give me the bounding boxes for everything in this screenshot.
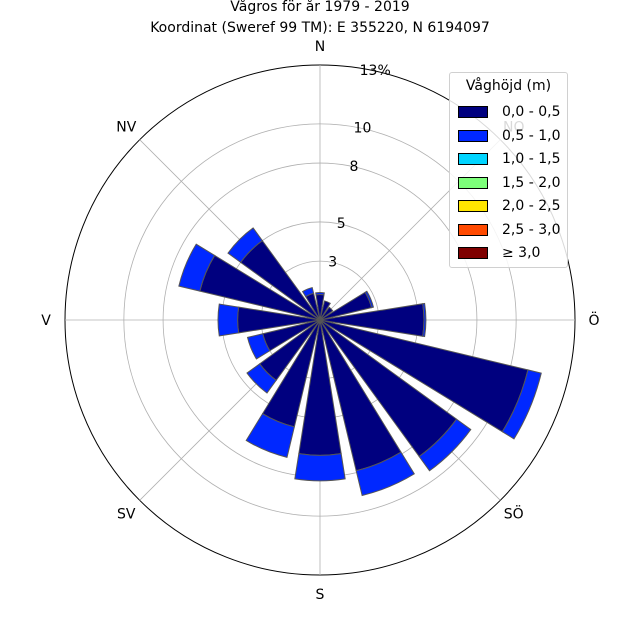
compass-label-SÖ: SÖ bbox=[504, 505, 524, 523]
compass-label-SV: SV bbox=[117, 507, 136, 523]
bar-NNV-1 bbox=[301, 286, 315, 298]
bar-V-1 bbox=[217, 303, 240, 337]
radial-tick-label: 5 bbox=[337, 216, 346, 232]
radial-tick-label: 3 bbox=[328, 255, 337, 271]
bar-VSV-1 bbox=[246, 333, 271, 360]
bar-VNV-1 bbox=[178, 243, 216, 292]
legend-swatch bbox=[458, 200, 488, 212]
bar-SÖ-1 bbox=[418, 418, 472, 472]
legend-label: 1,5 - 2,0 bbox=[502, 174, 561, 191]
compass-label-V: V bbox=[41, 313, 51, 329]
legend-swatch bbox=[458, 247, 488, 259]
chart-subtitle: Koordinat (Sweref 99 TM): E 355220, N 61… bbox=[150, 20, 490, 36]
legend-item: 1,5 - 2,0 bbox=[458, 173, 560, 193]
legend-label: 1,0 - 1,5 bbox=[502, 151, 561, 167]
bar-ÖNÖ-1 bbox=[364, 290, 375, 309]
legend-label: ≥ 3,0 bbox=[502, 245, 541, 261]
legend-swatch bbox=[458, 129, 488, 142]
bar-Ö-1 bbox=[422, 302, 427, 338]
legend-label: 2,5 - 3,0 bbox=[502, 221, 561, 238]
legend-swatch bbox=[458, 106, 488, 118]
legend-label: 0,0 - 0,5 bbox=[502, 104, 561, 120]
legend-item: 1,0 - 1,5 bbox=[458, 149, 560, 169]
compass-label-N: N bbox=[315, 39, 325, 55]
bars-group bbox=[178, 227, 542, 497]
bar-SSÖ-1 bbox=[355, 451, 415, 497]
legend-item: 0,5 - 1,0 bbox=[458, 126, 560, 146]
bar-SSV-1 bbox=[245, 412, 295, 458]
legend-swatch bbox=[458, 176, 488, 189]
radial-tick-label: 13% bbox=[360, 63, 391, 79]
bar-N-1 bbox=[315, 292, 325, 296]
legend-item: 2,0 - 2,5 bbox=[458, 196, 560, 216]
legend-label: 0,5 - 1,0 bbox=[502, 127, 561, 144]
radial-tick-label: 10 bbox=[354, 120, 372, 136]
bar-S-1 bbox=[294, 453, 346, 482]
bar-ÖSÖ-1 bbox=[501, 369, 542, 440]
radial-tick-label: 8 bbox=[350, 159, 359, 175]
legend-label: 2,0 - 2,5 bbox=[502, 198, 561, 214]
compass-label-S: S bbox=[316, 587, 325, 603]
bar-NNÖ-0 bbox=[319, 300, 331, 321]
legend-title: Våghöjd (m) bbox=[465, 78, 552, 94]
legend-item: 0,0 - 0,5 bbox=[458, 102, 560, 122]
legend-item: ≥ 3,0 bbox=[458, 243, 540, 263]
legend: Våghöjd (m) 0,0 - 0,5 0,5 - 1,0 1,0 - 1,5 1… bbox=[449, 72, 568, 268]
bar-SV-1 bbox=[246, 363, 277, 394]
compass-label-Ö: Ö bbox=[588, 311, 599, 329]
compass-label-NV: NV bbox=[116, 119, 136, 135]
bar-NÖ-0 bbox=[319, 306, 334, 321]
chart-title: Vågros för år 1979 - 2019 bbox=[230, 0, 410, 15]
bar-NV-1 bbox=[227, 227, 264, 264]
legend-swatch bbox=[458, 153, 488, 165]
legend-swatch bbox=[458, 223, 488, 236]
legend-item: 2,5 - 3,0 bbox=[458, 220, 560, 240]
